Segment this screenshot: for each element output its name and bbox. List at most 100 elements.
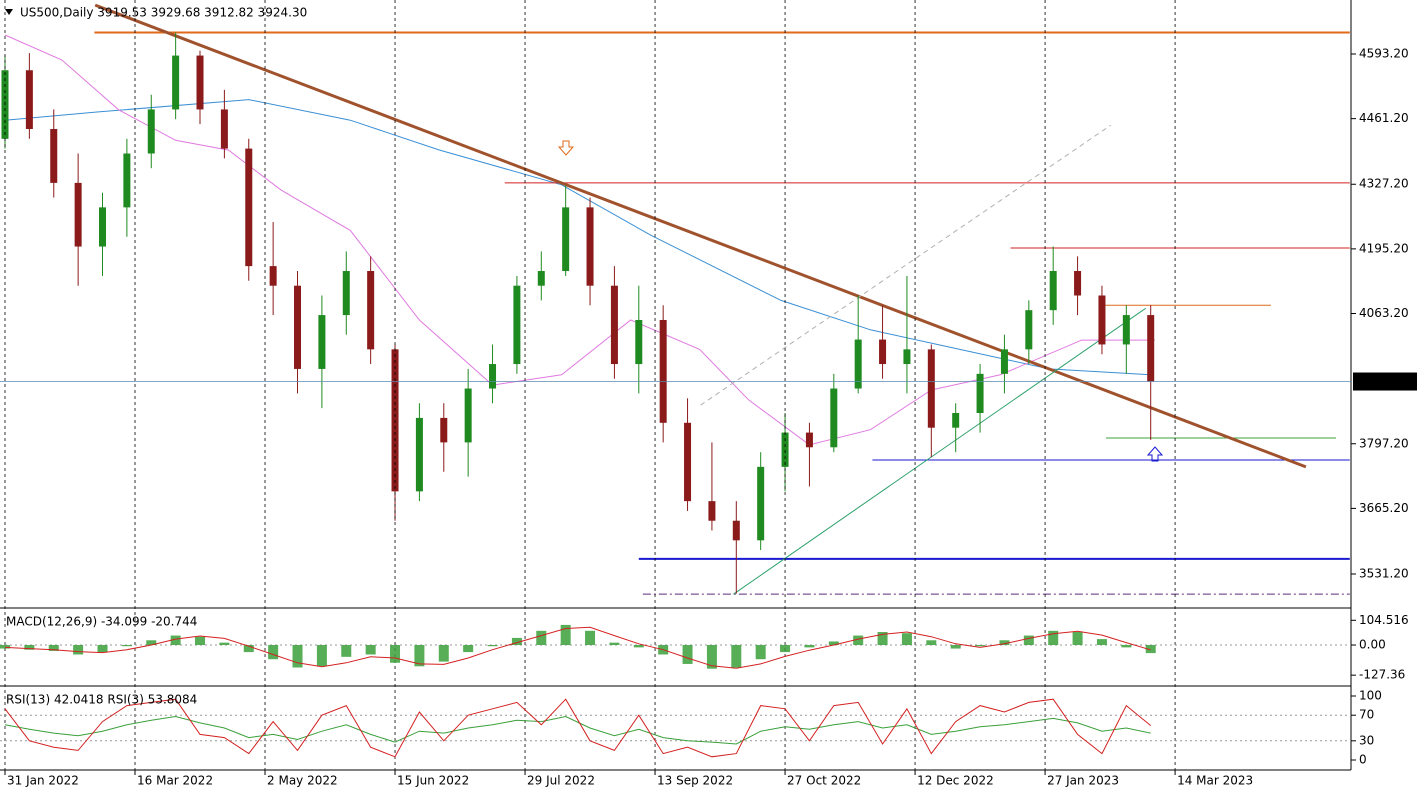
series-line xyxy=(4,626,1151,669)
histogram-bar xyxy=(438,645,449,662)
x-tick-label: 16 Mar 2022 xyxy=(137,774,213,788)
candle-body xyxy=(537,271,545,286)
candle-body xyxy=(586,207,594,286)
candle-body xyxy=(245,148,253,267)
histogram-bar xyxy=(828,641,839,646)
candle-body xyxy=(976,373,984,414)
x-tick-label: 31 Jan 2022 xyxy=(7,774,79,788)
histogram-bar xyxy=(414,645,425,667)
candle-body xyxy=(805,432,813,448)
candle-body xyxy=(99,207,107,247)
y-tick-label: 4461.20 xyxy=(1359,111,1409,125)
series-line xyxy=(4,698,1152,758)
histogram-bar xyxy=(390,645,401,663)
histogram-bar xyxy=(731,645,742,668)
trend-line xyxy=(94,3,1307,469)
histogram-bar xyxy=(901,633,912,646)
candle-body xyxy=(123,153,131,208)
candle-body xyxy=(172,55,180,110)
histogram-bar xyxy=(1121,645,1132,648)
candle-body xyxy=(50,129,58,183)
pane xyxy=(0,698,1351,758)
histogram-bar xyxy=(365,645,376,655)
candle-body xyxy=(489,364,497,389)
indicator-title: MACD(12,26,9) -34.099 -20.744 xyxy=(6,615,197,629)
candle-body xyxy=(854,339,862,389)
y-tick-label: 4195.20 xyxy=(1359,241,1409,255)
histogram-bar xyxy=(950,645,961,649)
histogram-bar xyxy=(755,645,766,660)
histogram-bar xyxy=(170,635,181,646)
histogram-bar xyxy=(1072,632,1083,646)
histogram-bar xyxy=(804,645,815,648)
histogram-bar xyxy=(780,645,791,653)
histogram-bar xyxy=(609,642,620,646)
candle-body xyxy=(879,339,887,365)
histogram-bar xyxy=(24,645,35,650)
y-tick-label: 0 xyxy=(1359,753,1367,767)
x-tick-label: 15 Jun 2022 xyxy=(397,774,469,788)
histogram-bar xyxy=(146,640,157,646)
y-tick-label: 70 xyxy=(1359,708,1374,722)
candle-body xyxy=(147,109,155,154)
histogram-bar xyxy=(121,645,132,647)
pane xyxy=(1,3,1350,595)
y-tick-label: 3665.20 xyxy=(1359,501,1409,515)
candle-body xyxy=(757,466,765,541)
candle-body xyxy=(513,285,521,365)
histogram-bar xyxy=(48,645,59,651)
y-tick-label: 4593.20 xyxy=(1359,47,1409,61)
indicator-title: RSI(13) 42.0418 RSI(3) 53.8084 xyxy=(6,693,197,707)
histogram-bar xyxy=(1145,645,1156,654)
candle-body xyxy=(1147,315,1155,382)
candle-body xyxy=(269,266,277,286)
y-tick-label: 100 xyxy=(1359,689,1382,703)
trend-line xyxy=(733,307,1147,595)
histogram-bar xyxy=(1048,630,1059,646)
candle-body xyxy=(25,70,33,130)
candle-body xyxy=(1074,271,1082,296)
y-tick-label: 30 xyxy=(1359,733,1374,747)
last-price-box xyxy=(1353,372,1417,391)
y-tick-label: -127.36 xyxy=(1359,668,1405,682)
candle-body xyxy=(781,432,789,467)
candle-body xyxy=(1000,349,1008,374)
x-tick-label: 27 Jan 2023 xyxy=(1047,774,1119,788)
candle-body xyxy=(440,417,448,443)
candle-body xyxy=(318,315,326,369)
histogram-bar xyxy=(999,640,1010,646)
x-tick-label: 27 Oct 2022 xyxy=(787,774,861,788)
y-tick-label: 3797.20 xyxy=(1359,436,1409,450)
last-price-label: 3924.30 xyxy=(1359,374,1409,388)
candle-body xyxy=(415,417,423,492)
chart-title: US500,Daily 3919.53 3929.68 3912.82 3924… xyxy=(20,6,307,20)
histogram-bar xyxy=(706,645,717,669)
histogram-bar xyxy=(926,640,937,646)
candle-body xyxy=(635,319,643,365)
histogram-bar xyxy=(975,645,986,647)
histogram-bar xyxy=(195,636,206,646)
sell-arrow xyxy=(557,140,575,156)
candle-body xyxy=(1049,271,1057,311)
series-line xyxy=(4,99,1151,376)
symbol-menu-icon[interactable] xyxy=(5,9,13,15)
candle-body xyxy=(1025,310,1033,350)
histogram-bar xyxy=(463,645,474,653)
histogram-bar xyxy=(219,642,230,646)
x-tick-label: 14 Mar 2023 xyxy=(1177,774,1253,788)
y-tick-label: 4327.20 xyxy=(1359,177,1409,191)
histogram-bar xyxy=(0,645,10,649)
candle-body xyxy=(367,271,375,350)
candle-body xyxy=(1098,295,1106,345)
candle-body xyxy=(952,413,960,428)
histogram-bar xyxy=(536,630,547,646)
histogram-bar xyxy=(73,645,84,655)
series-line xyxy=(4,715,1151,745)
pane xyxy=(0,624,1351,669)
x-tick-label: 2 May 2022 xyxy=(267,774,338,788)
histogram-bar xyxy=(487,645,498,647)
candle-body xyxy=(1122,315,1130,345)
candle-body xyxy=(659,319,667,423)
